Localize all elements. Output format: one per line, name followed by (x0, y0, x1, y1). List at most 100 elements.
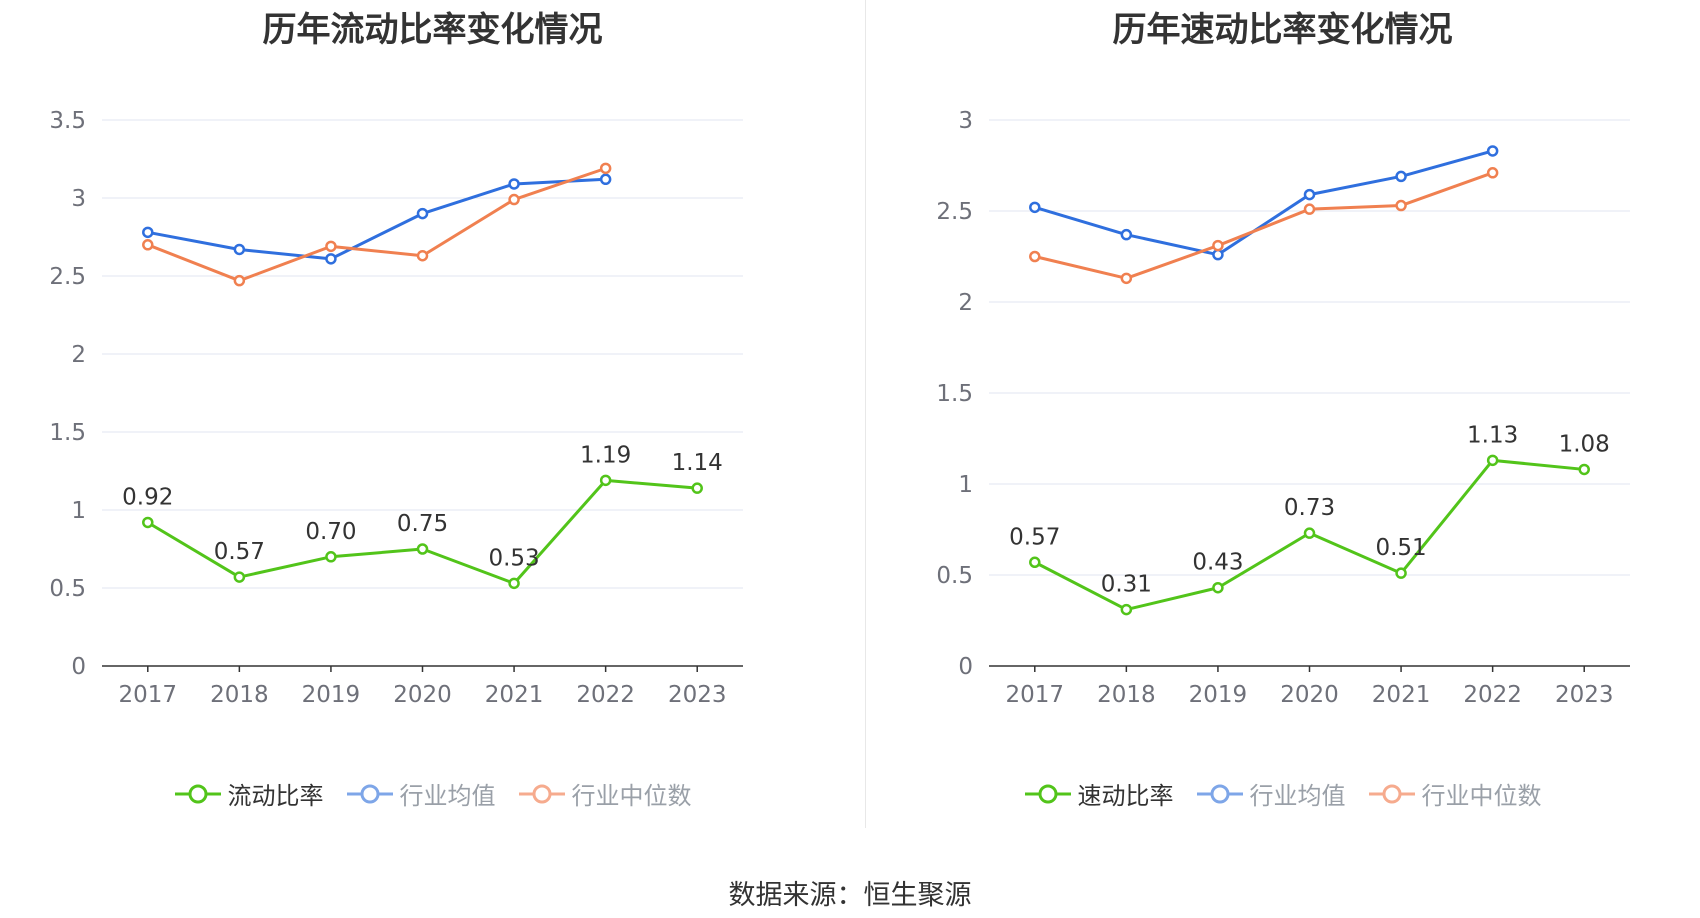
data-label: 0.31 (1101, 572, 1152, 598)
x-tick-label: 2022 (1463, 682, 1522, 708)
data-label: 0.57 (214, 539, 265, 565)
data-label: 0.70 (305, 519, 356, 545)
data-label: 1.13 (1467, 422, 1518, 448)
series-line-avg (147, 177, 606, 261)
y-tick-label: 2 (958, 290, 973, 316)
data-point-main[interactable] (1486, 454, 1499, 467)
data-point-main[interactable] (1395, 567, 1407, 579)
data-point-avg[interactable] (325, 253, 337, 265)
data-point-avg[interactable] (599, 173, 612, 186)
data-point-avg[interactable] (1486, 145, 1499, 157)
chart-panel-current-ratio: 历年流动比率变化情况 0 0.5 1 1.5 2 2.5 3 3.5 2017 2018 2019 2… (0, 0, 865, 830)
legend-line-marker-icon (1196, 784, 1243, 803)
data-label: 0.51 (1375, 535, 1426, 561)
series-line-median (1034, 171, 1494, 280)
chart-plot: 0 0.5 1 1.5 2 2.5 3 3.5 2017 2018 2019 2020 2021 2022… (49, 108, 743, 708)
data-point-main[interactable] (1212, 581, 1224, 594)
data-point-main[interactable] (599, 474, 612, 487)
data-point-main[interactable] (325, 551, 337, 563)
x-tick-label: 2017 (119, 682, 178, 708)
data-point-median[interactable] (1303, 203, 1316, 215)
data-point-median[interactable] (325, 240, 337, 253)
data-point-avg[interactable] (1029, 201, 1041, 214)
data-point-median[interactable] (1395, 199, 1407, 212)
data-point-median[interactable] (599, 162, 612, 175)
y-tick-label: 3.5 (49, 108, 86, 134)
x-tick-label: 2019 (1189, 682, 1248, 708)
data-label: 1.14 (672, 450, 723, 476)
data-label: 1.19 (580, 442, 631, 468)
y-tick-label: 1.5 (49, 420, 86, 446)
data-point-main[interactable] (142, 516, 154, 529)
y-tick-label: 0 (958, 654, 973, 680)
data-point-main[interactable] (1303, 527, 1316, 539)
data-point-avg[interactable] (233, 243, 246, 256)
x-tick-label: 2023 (668, 682, 727, 708)
y-tick-label: 1 (958, 472, 973, 498)
data-point-main[interactable] (508, 577, 520, 590)
data-point-main[interactable] (1120, 603, 1133, 616)
data-point-avg[interactable] (416, 207, 429, 220)
chart-panel-quick-ratio: 历年速动比率变化情况 0 0.5 1 1.5 2 2.5 3 2017 2018 2019 2020… (865, 0, 1700, 830)
legend-item-main[interactable]: 流动比率 (174, 776, 324, 811)
data-label: 0.75 (397, 511, 448, 537)
y-tick-label: 1 (71, 498, 86, 524)
data-point-main[interactable] (691, 482, 703, 494)
data-point-median[interactable] (508, 193, 520, 206)
data-point-median[interactable] (142, 239, 154, 251)
data-point-median[interactable] (1486, 167, 1499, 179)
data-point-avg[interactable] (508, 178, 520, 190)
data-point-median[interactable] (1029, 250, 1041, 263)
legend-label: 行业均值 (399, 782, 496, 810)
legend-line-marker-icon (346, 784, 393, 803)
x-tick-label: 2019 (302, 682, 361, 708)
x-tick-label: 2023 (1555, 682, 1614, 708)
data-point-avg[interactable] (1303, 188, 1316, 201)
data-point-median[interactable] (416, 249, 429, 262)
legend-item-median[interactable]: 行业中位数 (518, 776, 692, 811)
legend-label: 速动比率 (1077, 782, 1174, 810)
x-tick-label: 2020 (393, 682, 452, 708)
data-label: 0.43 (1192, 550, 1243, 576)
data-point-main[interactable] (1578, 463, 1590, 476)
y-tick-label: 2.5 (49, 264, 86, 290)
data-point-median[interactable] (233, 274, 246, 287)
data-label: 1.08 (1559, 431, 1610, 457)
legend-line-marker-icon (1368, 784, 1415, 803)
legend-label: 行业中位数 (1421, 782, 1542, 810)
x-tick-label: 2021 (485, 682, 544, 708)
data-label: 0.92 (122, 484, 173, 510)
x-tick-label: 2021 (1372, 682, 1431, 708)
data-point-avg[interactable] (142, 226, 154, 239)
data-point-avg[interactable] (1212, 248, 1224, 261)
y-tick-label: 0.5 (49, 576, 86, 602)
legend-item-avg[interactable]: 行业均值 (346, 776, 496, 811)
legend-line-marker-icon (1024, 784, 1071, 803)
legend-line-marker-icon (518, 784, 565, 803)
y-tick-label: 3 (958, 108, 973, 134)
y-tick-label: 3 (71, 186, 86, 212)
legend-item-avg[interactable]: 行业均值 (1196, 776, 1346, 811)
chart-legend: 流动比率 行业均值 行业中位数 (0, 776, 865, 811)
chart-title: 历年速动比率变化情况 (1112, 10, 1453, 50)
data-point-main[interactable] (233, 571, 246, 583)
data-label: 0.73 (1284, 495, 1335, 521)
y-tick-label: 1.5 (936, 381, 973, 407)
data-point-avg[interactable] (1395, 170, 1407, 183)
legend-line-marker-icon (174, 784, 221, 803)
data-label: 0.57 (1009, 524, 1060, 550)
data-point-median[interactable] (1212, 239, 1224, 252)
data-label: 0.53 (488, 545, 539, 571)
data-point-avg[interactable] (1120, 228, 1133, 241)
data-source-footer: 数据来源：恒生聚源 (728, 880, 972, 911)
legend-item-median[interactable]: 行业中位数 (1368, 776, 1542, 811)
data-point-median[interactable] (1120, 272, 1133, 285)
legend-item-main[interactable]: 速动比率 (1024, 776, 1174, 811)
x-tick-label: 2018 (210, 682, 269, 708)
x-tick-label: 2022 (576, 682, 635, 708)
data-point-main[interactable] (1029, 556, 1041, 569)
series-line-median (147, 166, 607, 283)
x-tick-label: 2020 (1280, 682, 1339, 708)
data-point-main[interactable] (416, 543, 429, 555)
